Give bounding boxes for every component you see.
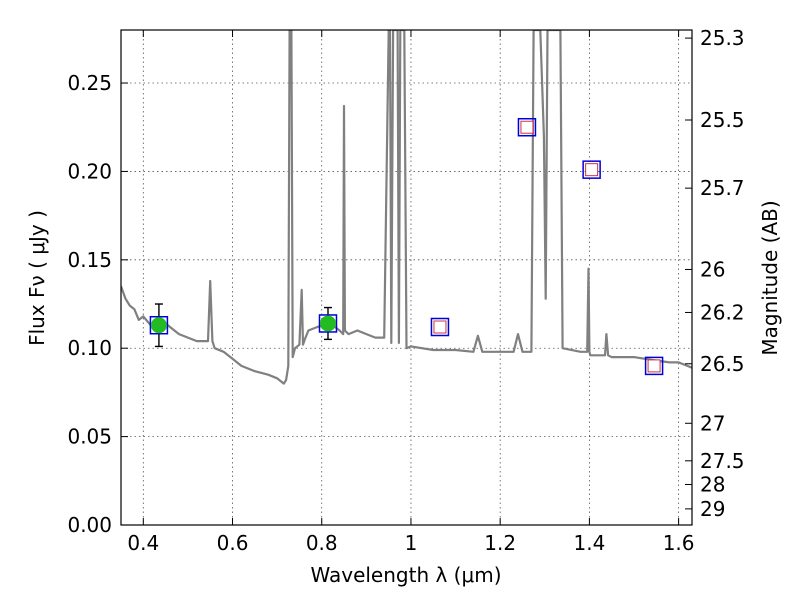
right-tick-label: 25.3 [700, 26, 745, 50]
x-tick-label: 1.2 [484, 531, 516, 555]
model-box-marker [582, 160, 601, 179]
y-tick-label: 0.05 [67, 425, 112, 449]
y-tick-label: 0.20 [67, 159, 112, 183]
right-tick-label: 27 [700, 411, 725, 435]
right-tick-label: 25.7 [700, 176, 745, 200]
right-tick-label: 29 [700, 497, 725, 521]
right-axis-title: Magnitude (AB) [758, 200, 782, 355]
model-box-marker [318, 314, 338, 333]
plot-frame [120, 29, 693, 526]
y-tick-label: 0.10 [67, 336, 112, 360]
x-tick-label: 1 [405, 531, 418, 555]
model-box-marker [149, 315, 169, 335]
right-tick-label: 26 [700, 257, 725, 281]
observed-point [150, 317, 167, 334]
model-box-marker [644, 356, 664, 376]
right-tick-label: 28 [700, 473, 725, 497]
x-tick-label: 0.6 [217, 531, 249, 555]
x-tick-label: 1.6 [663, 531, 695, 555]
y-tick-label: 0.00 [67, 513, 112, 537]
spectrum-line [121, 30, 692, 385]
observed-point [319, 315, 336, 332]
x-tick-label: 1.4 [573, 531, 605, 555]
tick-layer: 0.4 0.6 0.8 1 1.2 1.4 1.6 0.00 0.05 0.10 0.15 0.20 0… [67, 26, 744, 555]
x-tick-label: 0.8 [306, 531, 338, 555]
upper-limit-marker [433, 320, 447, 334]
plot-layer [121, 30, 692, 385]
right-tick-label: 27.5 [700, 449, 745, 473]
right-tick-label: 25.5 [700, 108, 745, 132]
right-tick-label: 26.2 [700, 300, 745, 324]
x-axis-title: Wavelength λ (μm) [310, 563, 501, 587]
y-tick-label: 0.15 [67, 248, 112, 272]
y-axis-title: Flux Fν ( μJy ) [25, 210, 49, 346]
upper-limit-marker [585, 163, 599, 177]
upper-limit-marker [520, 120, 534, 134]
model-box-marker [517, 117, 537, 137]
right-tick-label: 26.5 [700, 352, 745, 376]
y-tick-label: 0.25 [67, 71, 112, 95]
x-tick-label: 0.4 [127, 531, 159, 555]
model-box-marker [430, 317, 450, 337]
upper-limit-marker [647, 359, 661, 373]
